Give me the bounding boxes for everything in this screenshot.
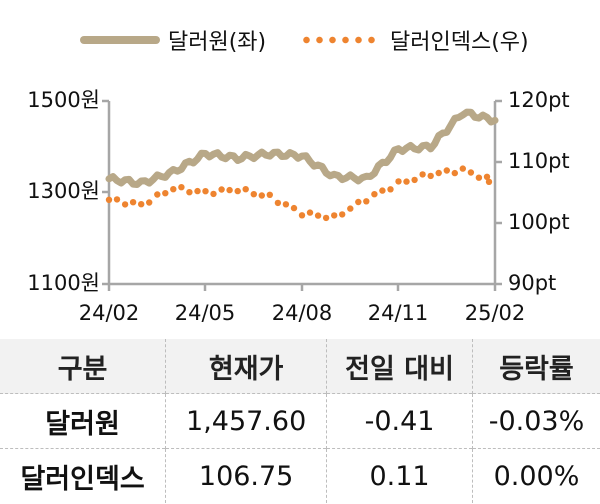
left-tick: 1100원 [27,271,100,295]
dotted-line-swatch-icon [300,36,376,44]
axes [102,99,502,291]
left-tick: 1500원 [27,88,100,112]
header-category: 구분 [57,353,108,385]
x-tick: 25/02 [464,301,526,325]
row-label: 달러원 [45,408,120,440]
fx-summary-table: 구분 현재가 전일 대비 등락률 달러원 1,457.60 -0.41 -0.0… [0,339,600,503]
legend-item-usdkrw: 달러원(좌) [80,24,266,56]
header-change: 전일 대비 [326,339,473,394]
change-rate: -0.03% [471,393,600,449]
chart-plot [102,99,502,291]
header-current-price: 현재가 [165,339,327,394]
change-rate: 0.00% [471,448,600,503]
usdkrw-line [105,108,499,188]
legend-label: 달러원(좌) [168,30,267,55]
chart-legend: 달러원(좌) 달러인덱스(우) [0,24,600,60]
table-header-row: 구분 현재가 전일 대비 등락률 [0,339,600,394]
current-price: 1,457.60 [165,393,327,449]
left-tick: 1300원 [27,179,100,203]
right-tick: 120pt [508,88,570,112]
x-tick: 24/02 [78,301,140,325]
x-tick: 24/05 [174,301,236,325]
right-tick: 90pt [508,271,557,295]
x-tick: 24/08 [271,301,333,325]
change: 0.11 [326,448,473,503]
table-row: 달러원 1,457.60 -0.41 -0.03% [0,393,600,449]
legend-item-dxy: 달러인덱스(우) [300,24,529,56]
row-label: 달러인덱스 [20,463,145,495]
legend-label: 달러인덱스(우) [390,30,529,55]
right-tick: 100pt [508,210,570,234]
solid-line-swatch-icon [80,36,160,44]
x-tick: 24/11 [367,301,429,325]
header-change-rate: 등락률 [471,339,600,394]
table-row: 달러인덱스 106.75 0.11 0.00% [0,448,600,503]
change: -0.41 [326,393,473,449]
dxy-dots [105,165,493,222]
current-price: 106.75 [165,448,327,503]
right-tick: 110pt [508,149,570,173]
